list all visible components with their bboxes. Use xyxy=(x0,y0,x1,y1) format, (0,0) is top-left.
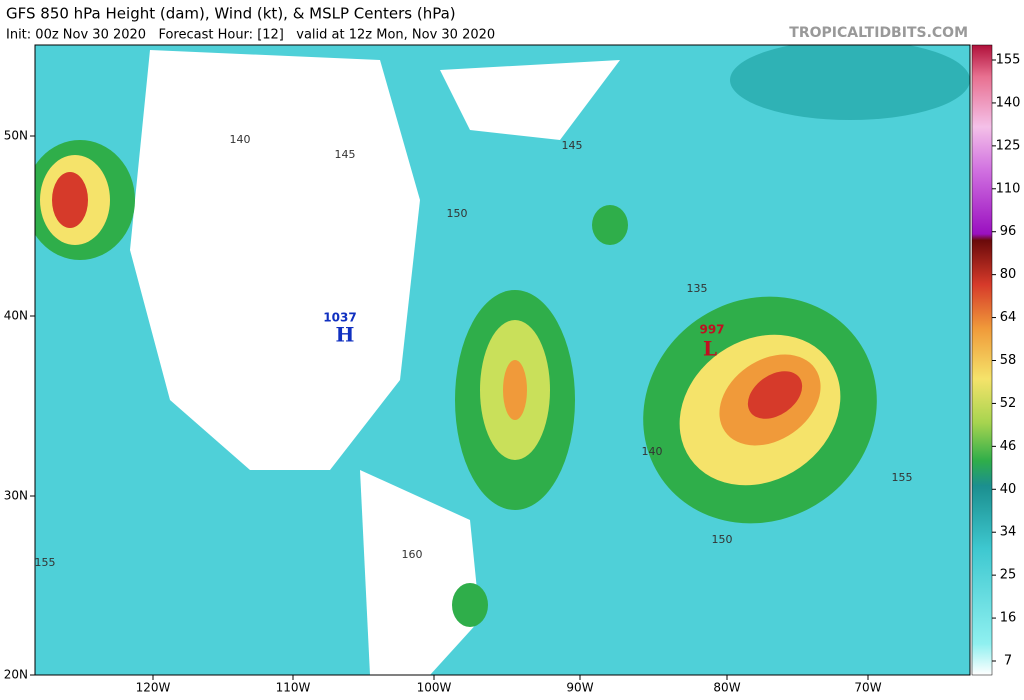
lat-label: 30N xyxy=(4,489,28,503)
colorbar-label: 58 xyxy=(1000,353,1017,368)
contour-label: 160 xyxy=(402,548,423,561)
colorbar-label: 16 xyxy=(1000,611,1017,626)
colorbar-label: 40 xyxy=(1000,482,1017,497)
pressure-center: L xyxy=(703,337,717,361)
contour-label: 150 xyxy=(712,533,733,546)
colorbar-label: 34 xyxy=(1000,525,1017,540)
lon-label: 70W xyxy=(854,681,881,695)
contour-label: 150 xyxy=(447,207,468,220)
map-frame xyxy=(34,44,971,676)
title: GFS 850 hPa Height (dam), Wind (kt), & M… xyxy=(6,5,456,23)
colorbar-label: 140 xyxy=(996,95,1021,110)
colorbar-label: 96 xyxy=(1000,224,1017,239)
contour-label: 155 xyxy=(892,471,913,484)
pressure-center: H xyxy=(336,323,355,347)
colorbar-label: 7 xyxy=(1004,654,1012,669)
colorbar-label: 125 xyxy=(996,138,1021,153)
colorbar-label: 64 xyxy=(1000,310,1017,325)
site-credit: TROPICALTIDBITS.COM xyxy=(789,25,968,41)
map-field xyxy=(35,45,970,675)
lon-label: 100W xyxy=(417,681,452,695)
lon-label: 90W xyxy=(566,681,593,695)
colorbar-label: 52 xyxy=(1000,396,1017,411)
colorbar-label: 46 xyxy=(1000,439,1017,454)
lat-label: 50N xyxy=(4,129,28,143)
lat-label: 20N xyxy=(4,668,28,682)
pressure-value: 997 xyxy=(699,323,724,337)
subtitle: Init: 00z Nov 30 2020 Forecast Hour: [12… xyxy=(6,28,495,43)
colorbar xyxy=(971,44,993,676)
colorbar-label: 110 xyxy=(996,181,1021,196)
lat-label: 40N xyxy=(4,309,28,323)
lon-label: 80W xyxy=(713,681,740,695)
contour-label: 140 xyxy=(230,133,251,146)
contour-label: 155 xyxy=(35,556,56,569)
contour-label: 140 xyxy=(642,445,663,458)
pressure-value: 1037 xyxy=(323,311,356,325)
colorbar-label: 25 xyxy=(1000,568,1017,583)
contour-label: 145 xyxy=(562,139,583,152)
lon-label: 110W xyxy=(276,681,311,695)
lon-label: 120W xyxy=(136,681,171,695)
colorbar-label: 155 xyxy=(996,53,1021,68)
contour-label: 135 xyxy=(687,282,708,295)
colorbar-label: 80 xyxy=(1000,267,1017,282)
contour-label: 145 xyxy=(335,148,356,161)
